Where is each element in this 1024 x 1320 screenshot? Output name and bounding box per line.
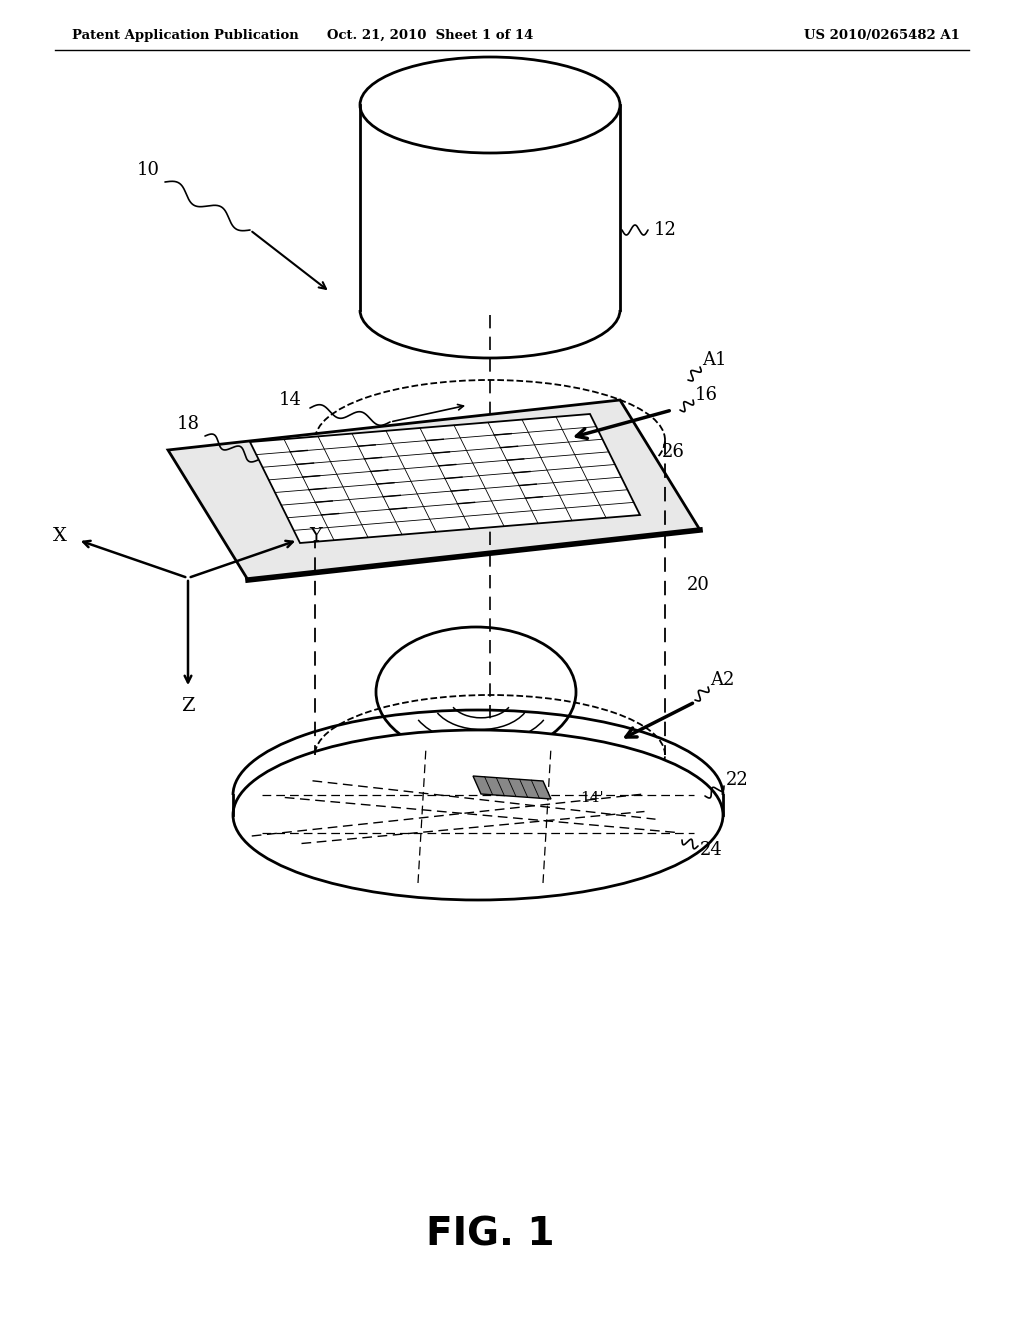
Polygon shape [250, 414, 640, 543]
Text: Z: Z [181, 697, 195, 715]
Text: 14': 14' [580, 791, 603, 805]
Text: Patent Application Publication: Patent Application Publication [72, 29, 299, 41]
Polygon shape [473, 776, 551, 799]
Text: FIG. 1: FIG. 1 [426, 1216, 554, 1254]
Text: X: X [53, 527, 67, 545]
Text: 18: 18 [176, 414, 200, 433]
Text: US 2010/0265482 A1: US 2010/0265482 A1 [804, 29, 961, 41]
Text: 16: 16 [695, 385, 718, 404]
Text: A2: A2 [710, 671, 734, 689]
Polygon shape [168, 400, 700, 579]
Text: Y: Y [309, 527, 323, 545]
Text: 20: 20 [687, 576, 710, 594]
Text: 14: 14 [279, 391, 301, 409]
Text: 10: 10 [136, 161, 160, 180]
Text: Oct. 21, 2010  Sheet 1 of 14: Oct. 21, 2010 Sheet 1 of 14 [327, 29, 534, 41]
Text: 22: 22 [726, 771, 749, 789]
Text: A1: A1 [702, 351, 726, 370]
Text: 12: 12 [653, 220, 677, 239]
Ellipse shape [233, 730, 723, 900]
Text: 26: 26 [662, 444, 685, 461]
Text: 24: 24 [700, 841, 723, 859]
